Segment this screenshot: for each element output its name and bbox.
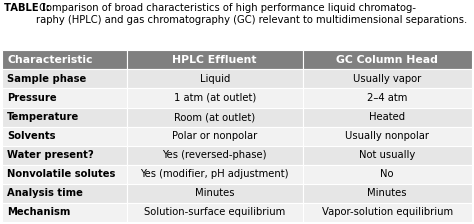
- Text: Vapor-solution equilibrium: Vapor-solution equilibrium: [321, 207, 453, 217]
- Text: Usually nonpolar: Usually nonpolar: [345, 131, 429, 141]
- Bar: [303, 88, 472, 108]
- Text: Yes (modifier, pH adjustment): Yes (modifier, pH adjustment): [140, 169, 289, 179]
- Bar: [127, 69, 303, 88]
- Text: 2–4 atm: 2–4 atm: [367, 93, 407, 103]
- Bar: [2, 146, 127, 165]
- Text: Nonvolatile solutes: Nonvolatile solutes: [7, 169, 116, 179]
- Bar: [127, 184, 303, 203]
- Bar: [303, 203, 472, 222]
- Bar: [127, 165, 303, 184]
- Bar: [127, 203, 303, 222]
- Bar: [303, 146, 472, 165]
- Text: Minutes: Minutes: [367, 188, 407, 198]
- Bar: [303, 127, 472, 146]
- Bar: [2, 203, 127, 222]
- Text: TABLE I:: TABLE I:: [4, 3, 50, 13]
- Text: 1 atm (at outlet): 1 atm (at outlet): [173, 93, 256, 103]
- Bar: [2, 108, 127, 127]
- Text: Characteristic: Characteristic: [7, 55, 92, 65]
- Text: Analysis time: Analysis time: [7, 188, 83, 198]
- Text: Not usually: Not usually: [359, 150, 415, 160]
- Text: Usually vapor: Usually vapor: [353, 74, 421, 84]
- Bar: [127, 108, 303, 127]
- Bar: [127, 50, 303, 69]
- Bar: [2, 184, 127, 203]
- Text: Water present?: Water present?: [7, 150, 94, 160]
- Text: Mechanism: Mechanism: [7, 207, 71, 217]
- Text: HPLC Effluent: HPLC Effluent: [173, 55, 257, 65]
- Text: Temperature: Temperature: [7, 112, 79, 122]
- Text: Solvents: Solvents: [7, 131, 55, 141]
- Bar: [303, 184, 472, 203]
- Bar: [303, 108, 472, 127]
- Text: Room (at outlet): Room (at outlet): [174, 112, 255, 122]
- Text: Minutes: Minutes: [195, 188, 235, 198]
- Text: Comparison of broad characteristics of high performance liquid chromatog-
raphy : Comparison of broad characteristics of h…: [36, 3, 467, 25]
- Text: Sample phase: Sample phase: [7, 74, 86, 84]
- Bar: [303, 50, 472, 69]
- Text: Yes (reversed-phase): Yes (reversed-phase): [163, 150, 267, 160]
- Bar: [2, 88, 127, 108]
- Bar: [127, 88, 303, 108]
- Bar: [127, 146, 303, 165]
- Bar: [2, 69, 127, 88]
- Text: Pressure: Pressure: [7, 93, 57, 103]
- Bar: [127, 127, 303, 146]
- Text: GC Column Head: GC Column Head: [336, 55, 438, 65]
- Text: Polar or nonpolar: Polar or nonpolar: [172, 131, 257, 141]
- Text: Heated: Heated: [369, 112, 405, 122]
- Bar: [303, 165, 472, 184]
- Bar: [2, 127, 127, 146]
- Text: Liquid: Liquid: [200, 74, 230, 84]
- Text: Solution-surface equilibrium: Solution-surface equilibrium: [144, 207, 285, 217]
- Text: No: No: [381, 169, 394, 179]
- Bar: [2, 165, 127, 184]
- Bar: [2, 50, 127, 69]
- Bar: [303, 69, 472, 88]
